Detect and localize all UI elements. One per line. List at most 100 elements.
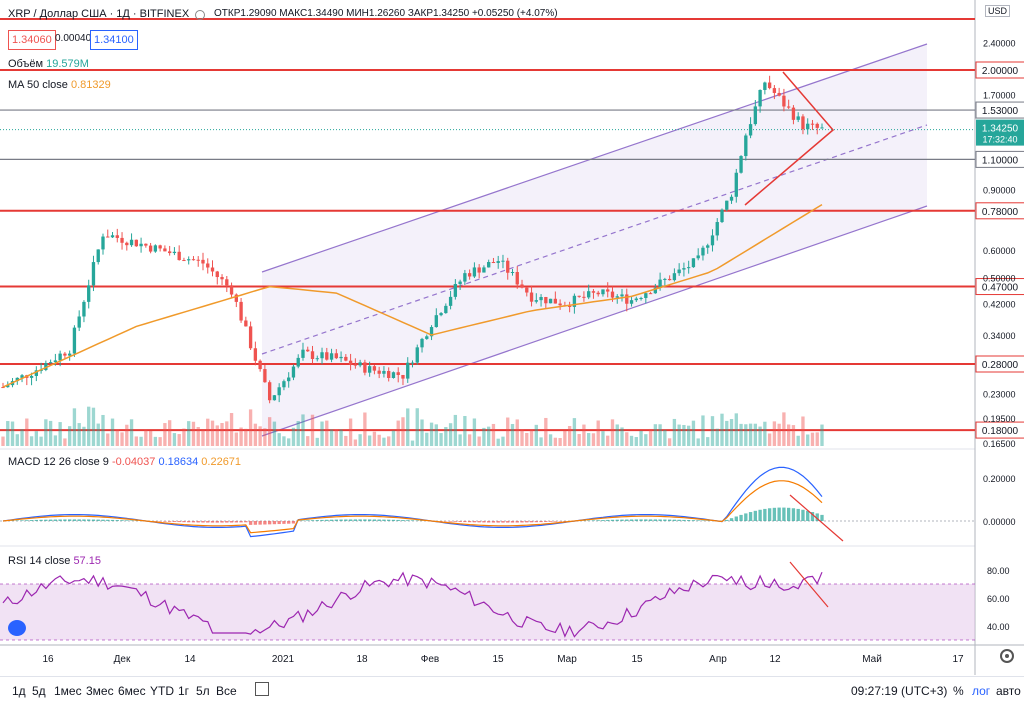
- volume-bar: [558, 438, 561, 446]
- price-tick-label: 0.34000: [983, 331, 1016, 341]
- volume-bar: [497, 439, 500, 446]
- range-all[interactable]: Все: [216, 684, 237, 698]
- candle-body: [197, 260, 200, 261]
- macd-hist-bar: [730, 518, 733, 521]
- macd-hist-bar: [344, 519, 347, 521]
- volume-bar: [287, 438, 290, 446]
- range-6m[interactable]: 6мес: [118, 684, 146, 698]
- candle-body: [663, 279, 666, 280]
- macd-hist-bar: [692, 520, 695, 521]
- volume-bar: [363, 413, 366, 446]
- level-label: 0.78000: [982, 207, 1019, 218]
- macd-tick-label: 0.00000: [983, 517, 1016, 527]
- macd-hist-bar: [216, 521, 219, 523]
- candle-body: [673, 273, 676, 280]
- macd-hist-bar: [25, 520, 28, 521]
- time-tick-label: Май: [862, 654, 882, 665]
- clock[interactable]: 09:27:19 (UTC+3): [851, 684, 947, 698]
- volume-bar: [349, 419, 352, 446]
- price-tick-label: 0.42000: [983, 299, 1016, 309]
- candle-body: [192, 259, 195, 260]
- candle-body: [520, 284, 523, 287]
- macd-hist-bar: [163, 521, 166, 522]
- range-3m[interactable]: 3мес: [86, 684, 114, 698]
- candle-body: [301, 350, 304, 358]
- volume-bar: [697, 438, 700, 446]
- candle-body: [154, 245, 157, 251]
- macd-hist-bar: [530, 521, 533, 522]
- macd-hist-bar: [397, 520, 400, 521]
- candle-body: [611, 292, 614, 298]
- macd-hist-bar: [511, 521, 514, 523]
- macd-hist-bar: [311, 520, 314, 521]
- cloud-icon[interactable]: [8, 620, 26, 636]
- volume-bars: [1, 407, 823, 446]
- volume-bar: [63, 438, 66, 446]
- candle-body: [725, 201, 728, 210]
- price-tick-label: 0.19500: [983, 414, 1016, 424]
- volume-bar: [577, 434, 580, 446]
- auto-toggle[interactable]: авто: [996, 684, 1021, 698]
- candle-body: [292, 367, 295, 378]
- macd-hist-bar: [735, 516, 738, 521]
- volume-bar: [344, 436, 347, 446]
- candle-body: [630, 300, 633, 304]
- range-ytd[interactable]: YTD: [150, 684, 174, 698]
- range-5y[interactable]: 5л: [196, 684, 210, 698]
- range-1y[interactable]: 1г: [178, 684, 189, 698]
- volume-bar: [139, 437, 142, 446]
- volume-value: 19.579M: [46, 58, 89, 70]
- macd-hist-bar: [239, 521, 242, 522]
- candle-body: [601, 289, 604, 294]
- macd-hist-bar: [349, 519, 352, 521]
- settings-gear-icon[interactable]: [1000, 649, 1014, 663]
- log-toggle[interactable]: лог: [972, 684, 990, 698]
- volume-bar: [201, 430, 204, 446]
- candle-body: [311, 351, 314, 359]
- volume-bar: [373, 432, 376, 446]
- volume-bar: [397, 421, 400, 446]
- macd-hist-bar: [244, 521, 247, 522]
- volume-bar: [192, 422, 195, 446]
- range-5d[interactable]: 5д: [32, 684, 46, 698]
- macd-signal-line: [3, 481, 822, 533]
- candle-body: [278, 387, 281, 395]
- candle-body: [739, 156, 742, 173]
- hide-legend-icon[interactable]: [195, 10, 205, 20]
- candle-body: [144, 244, 147, 246]
- volume-bar: [635, 437, 638, 446]
- currency-badge[interactable]: USD: [985, 5, 1010, 17]
- time-tick-label: Дек: [114, 654, 131, 665]
- macd-hist-bar: [525, 521, 528, 522]
- volume-bar: [663, 430, 666, 446]
- candle-body: [730, 197, 733, 201]
- percent-toggle[interactable]: %: [953, 684, 964, 698]
- volume-bar: [354, 439, 357, 446]
- macd-hist-bar: [211, 521, 214, 523]
- time-tick-label: 17: [952, 654, 964, 665]
- macd-hist-bar: [263, 521, 266, 524]
- macd-hist-bar: [254, 521, 257, 525]
- buy-price-button[interactable]: 1.34100: [90, 30, 138, 50]
- calendar-icon[interactable]: [255, 682, 269, 696]
- candle-body: [325, 352, 328, 359]
- candle-body: [797, 116, 800, 119]
- volume-bar: [654, 424, 657, 446]
- volume-bar: [87, 407, 90, 446]
- volume-bar: [254, 424, 257, 446]
- sell-price-button[interactable]: 1.34060: [8, 30, 56, 50]
- candle-body: [287, 378, 290, 382]
- range-1m[interactable]: 1мес: [54, 684, 82, 698]
- range-1d[interactable]: 1д: [12, 684, 26, 698]
- candle-body: [792, 108, 795, 120]
- candle-body: [373, 366, 376, 370]
- trend-channel: [262, 44, 927, 436]
- macd-hist-bar: [273, 521, 276, 524]
- candle-body: [644, 293, 647, 298]
- macd-hist-bar: [101, 520, 104, 521]
- candle-body: [378, 371, 381, 374]
- price-tick-label: 0.60000: [983, 246, 1016, 256]
- macd-hist-bar: [458, 521, 461, 522]
- macd-label: MACD 12 26 close 9: [8, 456, 109, 468]
